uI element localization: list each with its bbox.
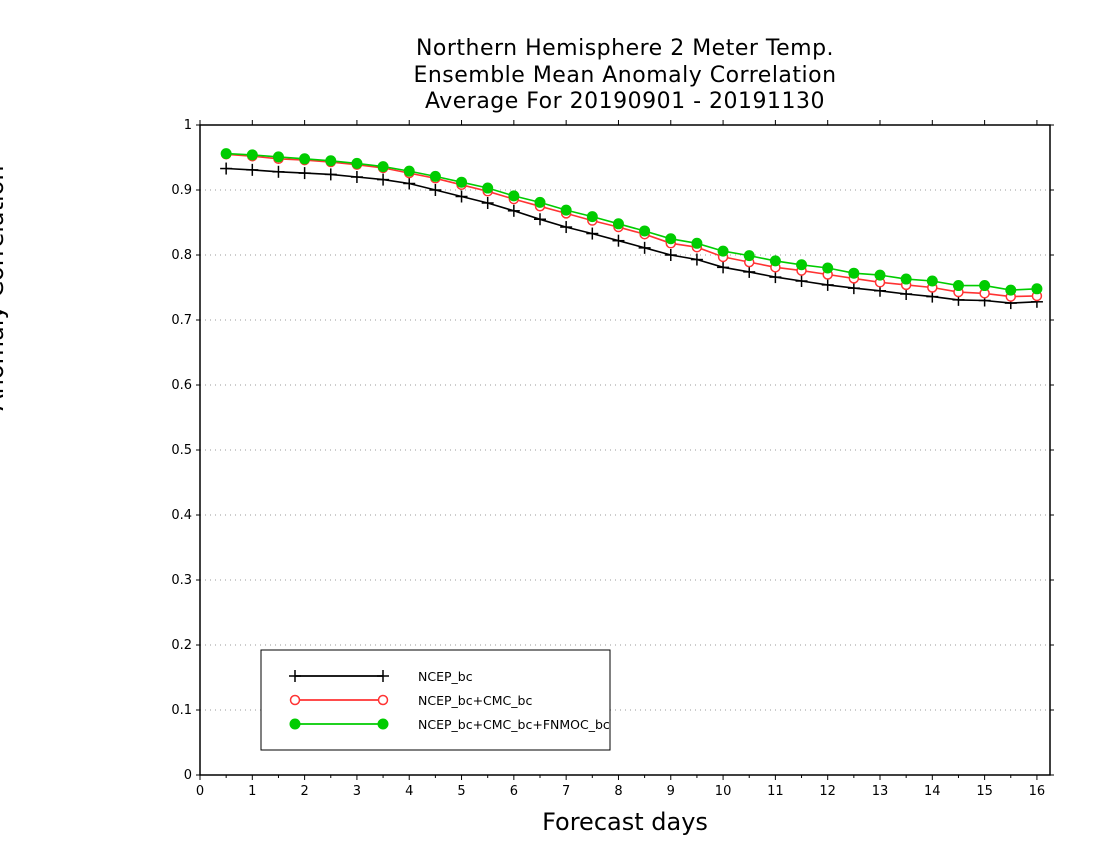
x-tick-label: 15 — [976, 784, 993, 799]
series-2-point — [822, 262, 834, 274]
series-2-point — [429, 170, 441, 182]
x-tick-label: 8 — [614, 784, 622, 799]
y-tick-label: 0.6 — [171, 378, 192, 393]
y-tick-label: 0.5 — [171, 443, 192, 458]
y-tick-label: 0.4 — [171, 508, 192, 523]
series-2-point — [560, 204, 572, 216]
x-tick-label: 16 — [1029, 784, 1046, 799]
y-tick-label: 0.7 — [171, 313, 192, 328]
series-2-point — [586, 211, 598, 223]
x-tick-label: 3 — [353, 784, 361, 799]
series-2-point — [377, 161, 389, 173]
x-tick-label: 4 — [405, 784, 413, 799]
x-tick-label: 5 — [457, 784, 465, 799]
series-2-point — [1031, 283, 1043, 295]
series-2-point — [717, 245, 729, 257]
series-2-point — [482, 182, 494, 194]
series-2-point — [325, 155, 337, 167]
chart-title-line-2: Ensemble Mean Anomaly Correlation — [413, 63, 837, 88]
series-2-point — [403, 165, 415, 177]
series-line-0 — [226, 167, 1037, 304]
x-tick-label: 6 — [510, 784, 518, 799]
legend-marker-end-2 — [377, 718, 389, 730]
series-2-point — [220, 148, 232, 160]
chart-title-line-1: Northern Hemisphere 2 Meter Temp. — [415, 36, 835, 61]
series-2-point — [1005, 284, 1017, 296]
x-tick-label: 0 — [196, 784, 204, 799]
series-2-point — [456, 176, 468, 188]
series-2-point — [952, 280, 964, 292]
x-tick-label: 13 — [872, 784, 889, 799]
x-tick-label: 10 — [715, 784, 732, 799]
x-axis-title: Forecast days — [542, 808, 708, 836]
series-2-point — [979, 280, 991, 292]
series-2-point — [796, 259, 808, 271]
legend-marker-start-2 — [289, 718, 301, 730]
series-2-point — [508, 190, 520, 202]
y-tick-label: 0.2 — [171, 638, 192, 653]
series-2-point — [665, 233, 677, 245]
series-2-point — [900, 273, 912, 285]
legend-marker-end-1 — [377, 694, 389, 706]
series-2-point — [534, 196, 546, 208]
y-tick-label: 0.9 — [171, 183, 192, 198]
x-tick-label: 1 — [248, 784, 256, 799]
y-tick-label: 0.8 — [171, 248, 192, 263]
y-tick-label: 0.1 — [171, 703, 192, 718]
series-2-point — [246, 149, 258, 161]
series-line-2 — [226, 152, 1037, 291]
legend-label-1: NCEP_bc+CMC_bc — [418, 693, 532, 708]
y-tick-label: 1 — [184, 118, 192, 133]
y-axis-title: Anomaly Correlation — [0, 165, 9, 411]
legend-label-2: NCEP_bc+CMC_bc+FNMOC_bc — [418, 717, 610, 732]
y-tick-label: 0 — [184, 768, 192, 783]
series-2-point — [874, 269, 886, 281]
series-2-point — [351, 157, 363, 169]
series-2-point — [272, 151, 284, 163]
y-tick-label: 0.3 — [171, 573, 192, 588]
x-tick-label: 7 — [562, 784, 570, 799]
series-2-point — [691, 237, 703, 249]
x-tick-label: 12 — [819, 784, 836, 799]
x-tick-label: 14 — [924, 784, 941, 799]
x-tick-label: 2 — [300, 784, 308, 799]
legend-marker-start-1 — [289, 694, 301, 706]
x-tick-label: 11 — [767, 784, 784, 799]
series-2-point — [848, 267, 860, 279]
series-2-point — [612, 218, 624, 230]
series-2-point — [926, 275, 938, 287]
series-2-point — [743, 250, 755, 262]
series-2-point — [639, 225, 651, 237]
series-2-point — [769, 255, 781, 267]
chart-title-line-3: Average For 20190901 - 20191130 — [424, 89, 826, 114]
series-2-point — [299, 153, 311, 165]
legend-label-0: NCEP_bc — [418, 669, 473, 684]
x-tick-label: 9 — [667, 784, 675, 799]
